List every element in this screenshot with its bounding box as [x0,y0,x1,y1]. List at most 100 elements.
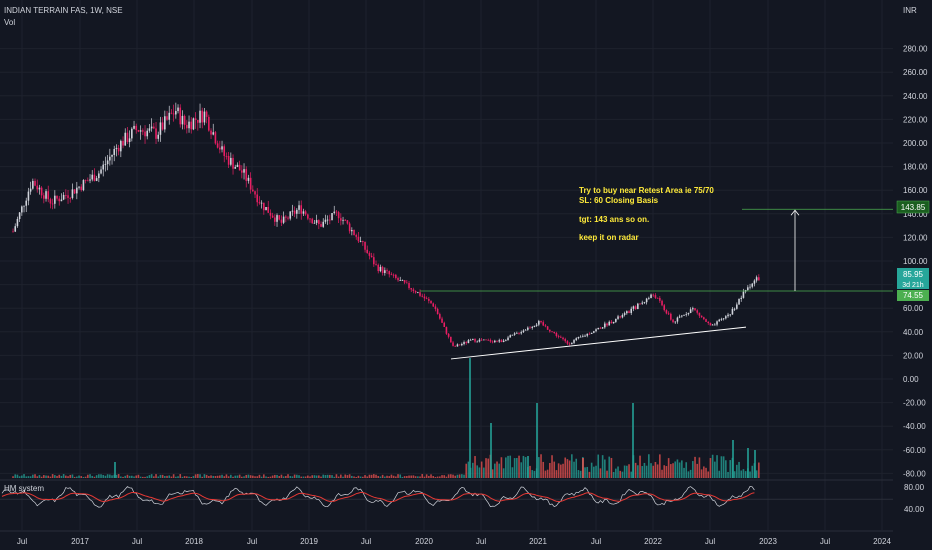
price-tick-label: 160.00 [903,186,928,195]
volume-bar [142,476,144,478]
volume-bar [452,474,454,478]
candle-body [458,344,461,346]
indicator-title: HM system [4,484,44,493]
candle-body [175,111,177,115]
volume-bar [436,476,439,478]
candle-body [38,187,41,190]
volume-bar [652,465,655,478]
candle-body [377,264,380,272]
candle-body [522,330,525,333]
candle-body [443,322,446,327]
volume-bar [269,476,272,478]
volume-bar [610,457,613,478]
candle-body [375,264,377,266]
candle-body [755,277,758,281]
candle-body [694,308,696,311]
volume-bar [219,475,221,478]
volume-spike [754,450,756,478]
candle-body [709,323,712,326]
time-tick-label: Jul [247,537,257,546]
candle-body [106,160,109,165]
time-tick-label: Jul [17,537,27,546]
candle-body [529,327,531,329]
volume-bar [406,476,408,478]
candle-body [335,211,338,213]
volume-bar [678,462,681,478]
candle-body [329,219,331,221]
candle-body [511,334,514,336]
candle-body [432,303,435,307]
price-tick-label: -20.00 [903,399,926,408]
candle-body [661,300,663,306]
volume-bar [302,476,305,478]
candle-body [245,169,248,181]
candle-body [628,311,630,314]
candle-body [177,107,179,112]
volume-bar [49,476,52,478]
candle-body [111,155,113,157]
volume-bar [58,474,61,478]
candle-body [632,306,635,309]
volume-bar [337,476,340,478]
candle-body [707,321,710,324]
volume-bar [21,475,23,478]
volume-bar [155,474,157,478]
volume-spike [490,423,492,478]
candle-body [601,327,604,329]
volume-bar [225,474,228,478]
candle-body [500,340,503,343]
volume-bar [518,455,520,478]
time-axis[interactable]: Jul 2017 Jul 2018 Jul 2019 Jul 2020 Jul 2021 Jul 20… [0,479,893,546]
candle-body [588,333,591,335]
candle-body [219,147,221,150]
price-axis[interactable]: 280.00 260.00 240.00 220.00 200.00 180.00 160.… [903,45,928,479]
candle-body [652,294,655,296]
candle-body [65,194,67,196]
volume-bar [663,465,666,478]
candle-body [25,200,28,206]
candle-body [408,283,410,289]
volume-bar [487,458,490,478]
volume-bar [740,470,743,478]
volume-bar [139,476,142,478]
candle-body [69,197,72,199]
volume-bar [615,468,617,478]
candle-body [131,128,133,139]
volume-bar [351,475,353,478]
time-tick-label: 2018 [185,537,203,546]
target-price-text: 143.85 [901,203,926,212]
volume-bar [476,465,479,478]
time-tick-label: Jul [476,537,486,546]
candle-body [351,230,353,232]
volume-bar [467,461,470,478]
candle-body [634,306,637,310]
volume-bar [718,470,721,478]
candle-body [705,319,707,322]
candle-body [311,218,314,224]
candle-body [12,231,14,233]
volume-bar [507,455,509,478]
volume-bar [399,474,402,478]
volume-bar [472,462,474,478]
candle-body [40,187,43,196]
candle-body [23,205,25,207]
candle-body [135,125,138,131]
candle-body [461,343,463,346]
volume-bar [500,457,503,478]
candle-body [553,331,556,333]
candle-body [285,216,287,218]
candle-body [573,340,575,343]
volume-bar [742,469,745,478]
volume-bar [181,476,184,478]
candle-body [142,130,144,132]
candle-body [117,147,120,152]
volume-bar [388,476,391,478]
volume-bar [322,474,325,478]
volume-bar [727,471,729,478]
volume-bar [335,474,338,478]
volume-bar [513,458,516,478]
price-tick-label: 260.00 [903,68,928,77]
volume-bar [491,469,494,478]
candle-body [577,336,580,339]
